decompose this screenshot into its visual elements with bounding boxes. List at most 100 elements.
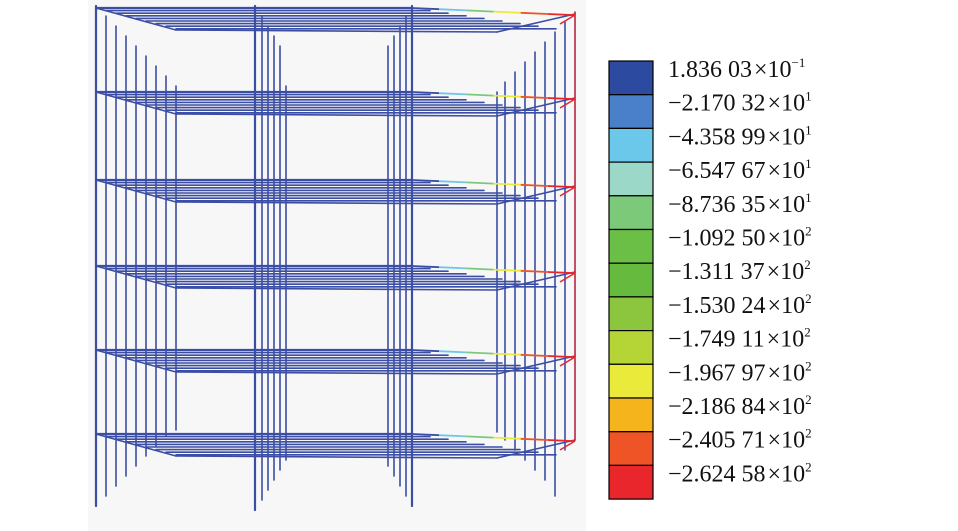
legend-times: × — [768, 192, 782, 218]
legend-times: × — [768, 226, 782, 252]
tip-segment — [548, 356, 575, 357]
tip-segment — [548, 440, 575, 441]
legend-base: 10 — [768, 57, 792, 83]
legend-label: −2.186 84×102 — [668, 392, 812, 420]
tip-segment — [412, 180, 439, 181]
legend-base: 10 — [781, 394, 805, 420]
legend-times: × — [768, 461, 782, 487]
legend-swatch — [609, 364, 653, 398]
legend-exponent: 2 — [805, 291, 812, 306]
tip-segment — [548, 98, 575, 99]
legend-mantissa: −1.092 50 — [668, 226, 766, 252]
legend-swatch — [609, 398, 653, 432]
legend-swatch — [609, 297, 653, 331]
legend-mantissa: −2.405 71 — [668, 428, 766, 454]
legend-label: −1.967 97×102 — [668, 358, 812, 386]
legend-swatch — [609, 95, 653, 129]
legend-times: × — [754, 57, 768, 83]
legend-mantissa: −2.170 32 — [668, 91, 766, 117]
legend-swatch — [609, 331, 653, 365]
legend-mantissa: −6.547 67 — [668, 158, 766, 184]
legend-exponent: 2 — [805, 459, 812, 474]
legend-times: × — [768, 124, 782, 150]
legend-mantissa: −1.530 24 — [668, 293, 766, 319]
legend-times: × — [768, 158, 782, 184]
legend-label: −8.736 35×101 — [668, 190, 812, 218]
legend-exponent: −1 — [792, 55, 806, 70]
tip-segment — [439, 435, 466, 436]
tip-segment — [412, 266, 439, 267]
legend-swatch — [609, 432, 653, 466]
tip-segment — [494, 438, 521, 439]
legend-swatch — [609, 263, 653, 297]
legend-times: × — [767, 259, 781, 285]
legend-exponent: 2 — [804, 257, 811, 272]
tip-segment — [439, 9, 466, 10]
legend-swatch — [609, 162, 653, 196]
tip-segment — [412, 8, 439, 9]
legend-exponent: 1 — [805, 190, 812, 205]
legend-exponent: 1 — [805, 122, 812, 137]
legend-label: −1.749 11×102 — [668, 325, 811, 353]
tip-segment — [548, 186, 575, 187]
legend-exponent: 1 — [805, 156, 812, 171]
tip-segment — [466, 94, 493, 95]
contour-legend: 1.836 03×10−1−2.170 32×101−4.358 99×101−… — [609, 55, 812, 499]
tip-segment — [466, 268, 493, 269]
tip-segment — [521, 355, 548, 356]
legend-exponent: 2 — [805, 224, 812, 239]
tip-segment — [439, 93, 466, 94]
legend-exponent: 2 — [804, 325, 811, 340]
legend-swatch — [609, 230, 653, 264]
tip-segment — [494, 184, 521, 185]
legend-swatch — [609, 196, 653, 230]
tip-segment — [439, 181, 466, 182]
tip-segment — [521, 271, 548, 272]
legend-times: × — [768, 360, 782, 386]
legend-swatch — [609, 128, 653, 162]
legend-base: 10 — [781, 293, 805, 319]
tip-segment — [466, 352, 493, 353]
legend-mantissa: −1.311 37 — [668, 259, 765, 285]
legend-times: × — [768, 394, 782, 420]
legend-base: 10 — [781, 226, 805, 252]
tip-segment — [494, 354, 521, 355]
legend-times: × — [768, 428, 782, 454]
tip-segment — [494, 12, 521, 13]
legend-label: −1.311 37×102 — [668, 257, 811, 285]
legend-label: −2.170 32×101 — [668, 89, 812, 117]
legend-exponent: 2 — [805, 426, 812, 441]
tip-segment — [466, 436, 493, 437]
tip-segment — [439, 267, 466, 268]
tip-segment — [521, 439, 548, 440]
legend-base: 10 — [781, 124, 805, 150]
tip-segment — [521, 185, 548, 186]
legend-base: 10 — [781, 192, 805, 218]
tip-segment — [521, 13, 548, 14]
tip-segment — [412, 434, 439, 435]
legend-base: 10 — [781, 428, 805, 454]
legend-exponent: 1 — [805, 89, 812, 104]
legend-mantissa: 1.836 03 — [668, 57, 752, 83]
legend-base: 10 — [781, 91, 805, 117]
tip-segment — [466, 182, 493, 183]
tip-segment — [466, 10, 493, 11]
legend-times: × — [768, 293, 782, 319]
legend-label: 1.836 03×10−1 — [668, 55, 805, 83]
legend-mantissa: −1.967 97 — [668, 360, 766, 386]
tip-segment — [548, 272, 575, 273]
legend-label: −6.547 67×101 — [668, 156, 812, 184]
legend-mantissa: −1.749 11 — [668, 327, 765, 353]
tip-segment — [494, 96, 521, 97]
legend-label: −2.405 71×102 — [668, 426, 812, 454]
legend-base: 10 — [780, 327, 804, 353]
legend-base: 10 — [780, 259, 804, 285]
legend-times: × — [768, 91, 782, 117]
tip-segment — [412, 92, 439, 93]
legend-label: −1.092 50×102 — [668, 224, 812, 252]
legend-mantissa: −4.358 99 — [668, 124, 766, 150]
legend-exponent: 2 — [805, 392, 812, 407]
tip-segment — [548, 14, 575, 15]
legend-base: 10 — [781, 158, 805, 184]
